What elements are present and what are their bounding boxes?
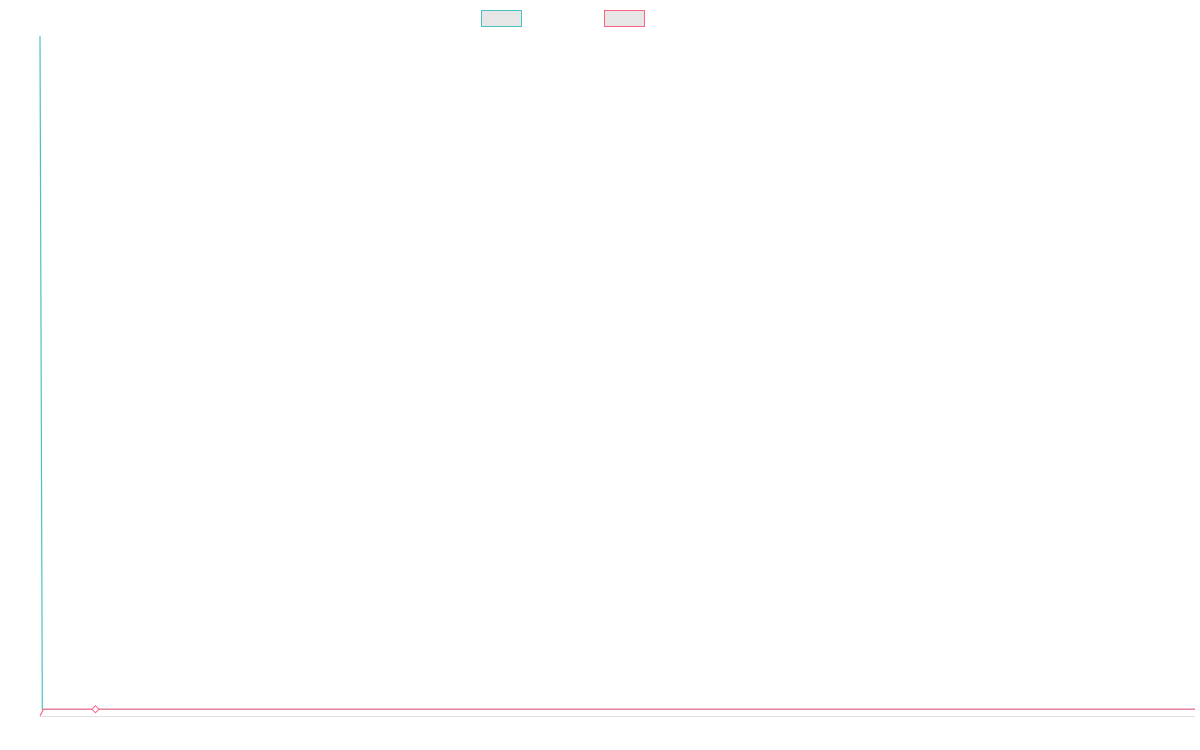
data-point (91, 704, 100, 714)
series-line (39, 35, 1195, 710)
series-line (39, 708, 1195, 717)
legend-swatch (604, 10, 645, 27)
legend (481, 10, 645, 27)
legend-swatch (481, 10, 522, 27)
